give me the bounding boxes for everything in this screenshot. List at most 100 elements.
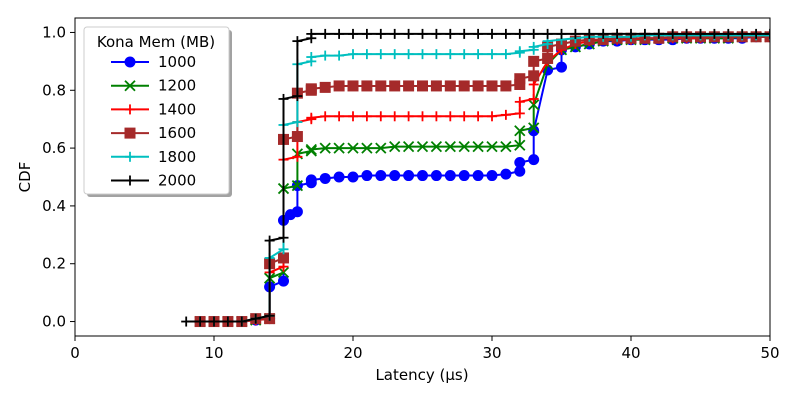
data-point (514, 28, 525, 39)
legend-marker (124, 80, 136, 92)
series-1000 (194, 31, 770, 328)
data-point (319, 172, 331, 184)
data-point (472, 80, 484, 92)
data-point (347, 80, 359, 92)
data-point (528, 122, 540, 134)
data-point (570, 28, 581, 39)
data-point (723, 28, 734, 39)
data-point (556, 61, 567, 73)
data-point (486, 141, 498, 153)
data-point (514, 96, 525, 107)
x-axis-label: Latency (µs) (375, 366, 468, 384)
data-point (348, 111, 358, 122)
data-point (500, 49, 511, 60)
data-point (514, 108, 525, 119)
data-point (389, 111, 400, 122)
data-point (709, 28, 720, 39)
legend-marker (124, 127, 136, 139)
data-point (681, 28, 692, 39)
data-point (403, 111, 414, 122)
legend-label: 1000 (158, 53, 196, 71)
data-point (514, 157, 526, 169)
data-point (278, 252, 289, 264)
data-point (612, 28, 623, 39)
legend-entries: 1000 1200 1400 1600 1800 2000 (111, 53, 196, 190)
data-point (389, 80, 401, 92)
data-point (333, 142, 345, 154)
data-point (487, 49, 497, 60)
x-tick-label: 30 (482, 344, 501, 362)
data-point (264, 310, 275, 321)
data-point (528, 93, 539, 104)
data-point (430, 141, 443, 153)
data-point (306, 52, 317, 63)
data-point (528, 41, 539, 52)
data-point (181, 316, 192, 327)
y-tick-label: 0.0 (42, 313, 66, 331)
data-point (361, 49, 372, 60)
legend-marker (125, 104, 135, 115)
data-point (472, 170, 484, 182)
y-axis-label: CDF (16, 162, 34, 193)
data-point (278, 93, 289, 104)
data-point (556, 28, 567, 39)
legend-box (83, 26, 230, 195)
data-point (695, 28, 706, 39)
data-point (514, 139, 526, 151)
y-axis: 0.0 0.2 0.4 0.6 0.8 1.0 (42, 23, 75, 331)
data-point (305, 143, 317, 156)
data-point (195, 316, 206, 327)
data-point (347, 171, 359, 183)
data-point (402, 141, 415, 153)
data-point (542, 28, 553, 39)
data-point (236, 316, 247, 327)
data-point (417, 111, 428, 122)
data-point (765, 28, 770, 39)
legend-entry-1000: 1000 (111, 53, 196, 71)
x-tick-label: 50 (760, 344, 779, 362)
data-point (430, 170, 442, 182)
data-point (417, 28, 428, 39)
data-point (486, 80, 498, 92)
x-tick-label: 20 (343, 344, 362, 362)
data-point (334, 111, 345, 122)
data-point (584, 28, 595, 39)
data-point (417, 80, 428, 92)
data-point (459, 111, 470, 122)
data-point (333, 171, 345, 183)
data-point (487, 111, 497, 122)
data-point (361, 80, 373, 92)
series-layer (181, 28, 770, 328)
data-point (264, 235, 275, 246)
y-tick-label: 0.2 (42, 255, 66, 273)
data-point (278, 275, 289, 287)
legend-entry-2000: 2000 (111, 172, 196, 190)
legend-entry-1600: 1600 (111, 124, 196, 142)
legend: Kona Mem (MB) 1000 1200 1400 1600 1800 2000 (83, 26, 232, 197)
data-point (389, 49, 400, 60)
data-point (430, 80, 442, 92)
data-point (375, 49, 386, 60)
data-point (765, 30, 770, 41)
data-point (528, 154, 540, 166)
x-axis: 0 10 20 30 40 50 (70, 336, 780, 362)
data-point (444, 141, 456, 153)
data-point (334, 28, 345, 39)
data-point (403, 49, 414, 60)
legend-entry-1200: 1200 (111, 77, 196, 95)
data-point (306, 112, 317, 123)
data-point (361, 142, 373, 154)
data-point (250, 313, 261, 324)
data-point (292, 151, 303, 162)
data-point (459, 28, 470, 39)
legend-marker (124, 56, 136, 68)
data-point (458, 80, 470, 92)
data-point (333, 80, 345, 92)
data-point (737, 28, 748, 39)
data-point (375, 28, 386, 39)
data-point (639, 28, 650, 39)
data-point (291, 206, 303, 218)
data-point (514, 125, 526, 137)
data-point (320, 28, 331, 39)
data-point (764, 31, 770, 43)
